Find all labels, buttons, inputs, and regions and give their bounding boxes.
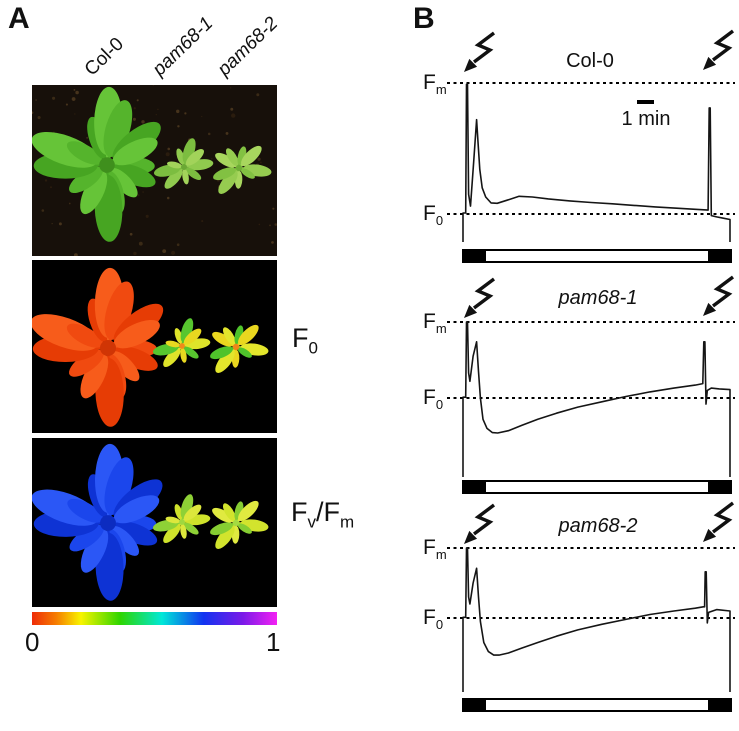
plant-photo	[32, 85, 277, 256]
plant-rosette	[32, 267, 164, 427]
lightning-bolt-icon	[461, 502, 497, 546]
lightning-bolt-icon	[700, 274, 736, 318]
f0-dashed-line	[447, 397, 735, 399]
dark-period-segment	[708, 251, 730, 261]
plant-rosette	[32, 86, 161, 242]
panel-b-label: B	[413, 2, 435, 35]
f0-image	[32, 260, 277, 433]
fvfm-row-label: Fv/Fm	[291, 497, 355, 532]
f0-dashed-line	[447, 213, 735, 215]
light-regime-bar	[462, 698, 732, 712]
fluorescence-trace-Col-0	[462, 83, 731, 242]
plant-rosette	[32, 443, 163, 601]
fm-dashed-line	[447, 547, 735, 549]
trace-title-col0: Col-0	[566, 50, 614, 72]
trace-title-pam68-1: pam68-1	[558, 287, 638, 309]
trace-title-pam68-2: pam68-2	[558, 515, 638, 537]
lightning-bolt-icon	[700, 28, 736, 72]
dark-period-segment	[464, 251, 486, 261]
time-scale-label: 1 min	[621, 108, 671, 130]
plant-rosette	[152, 318, 211, 368]
lightning-bolt-icon	[461, 276, 497, 320]
fm-dashed-line	[447, 321, 735, 323]
fluorescence-trace-pam68-2	[462, 547, 731, 692]
f0-dashed-line	[447, 617, 735, 619]
column-label-pam68-2: pam68-2	[213, 13, 283, 81]
plant-rosette	[210, 500, 269, 549]
dark-period-segment	[708, 700, 730, 710]
lightning-bolt-icon	[700, 500, 736, 544]
panel-a-label: A	[8, 2, 30, 35]
fm-axis-label: Fm	[423, 310, 447, 337]
fm-dashed-line	[447, 82, 735, 84]
light-regime-bar	[462, 480, 732, 494]
time-scale-bar	[637, 100, 654, 104]
column-label-pam68-1: pam68-1	[148, 13, 218, 81]
dark-period-segment	[708, 482, 730, 492]
f0-axis-label: F0	[423, 386, 444, 413]
lightning-bolt-icon	[461, 30, 497, 74]
f0-axis-label: F0	[423, 202, 444, 229]
plant-rosette	[152, 494, 211, 544]
plant-rosette	[153, 138, 214, 189]
fluorescence-trace-pam68-1	[462, 321, 731, 477]
color-scale-min: 0	[25, 627, 40, 657]
dark-period-segment	[464, 482, 486, 492]
f0-row-label: F0	[292, 323, 318, 358]
fm-axis-label: Fm	[423, 536, 447, 563]
f0-axis-label: F0	[423, 606, 444, 633]
light-regime-bar	[462, 249, 732, 263]
dark-period-segment	[464, 700, 486, 710]
fm-axis-label: Fm	[423, 71, 447, 98]
plant-rosette	[210, 324, 269, 373]
plant-rosette	[213, 145, 272, 194]
column-label-col0: Col-0	[80, 33, 128, 81]
color-scale-max: 1	[266, 627, 281, 657]
fvfm-image	[32, 438, 277, 607]
color-scale-bar	[32, 612, 277, 625]
